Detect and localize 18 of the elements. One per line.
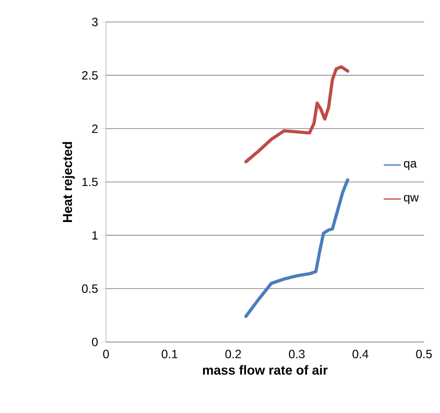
- legend-label: qw: [404, 194, 419, 204]
- x-tick-label: 0.5: [416, 350, 432, 358]
- x-tick-label: 0.4: [352, 350, 368, 358]
- y-tick-label: 2: [92, 124, 98, 133]
- y-tick-label: 3: [92, 18, 98, 26]
- x-tick-label: 0.2: [225, 350, 241, 358]
- x-tick-label: 0: [103, 350, 109, 358]
- y-tick-label: 0.5: [82, 284, 98, 293]
- x-tick-label: 0.3: [288, 350, 305, 358]
- y-tick-label: 1: [92, 231, 98, 240]
- legend-label: qa: [404, 161, 417, 170]
- y-axis-title: Heat rejected: [62, 142, 75, 222]
- x-axis-title: mass flow rate of air: [203, 365, 328, 375]
- y-tick-label: 1.5: [82, 178, 98, 186]
- y-tick-label: 0: [92, 338, 98, 346]
- line-series: [244, 178, 350, 318]
- y-tick-label: 2.5: [82, 71, 98, 80]
- x-tick-label: 0.1: [162, 350, 178, 358]
